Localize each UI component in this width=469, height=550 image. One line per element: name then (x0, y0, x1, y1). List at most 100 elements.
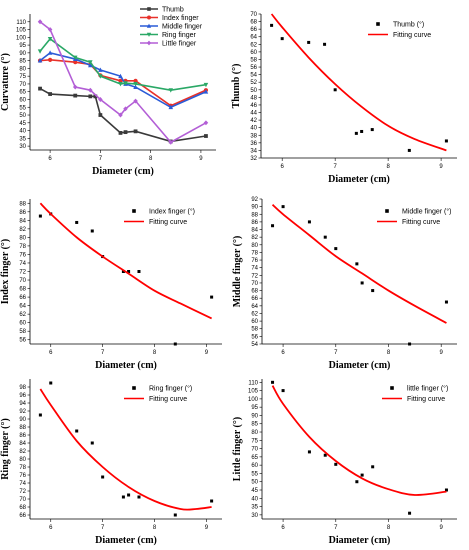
data-point (47, 36, 53, 42)
data-point (355, 480, 359, 484)
y-tick-label: 105 (248, 389, 259, 395)
data-point (133, 129, 138, 134)
data-point (75, 429, 79, 433)
y-tick-label: 62 (250, 42, 257, 48)
x-tick-label: 7 (334, 350, 338, 356)
data-point (307, 450, 311, 454)
data-point (101, 475, 105, 479)
x-tick-label: 6 (281, 164, 285, 170)
y-tick-label: 50 (19, 113, 26, 119)
y-tick-label: 35 (19, 136, 26, 142)
y-tick-label: 88 (19, 201, 26, 207)
data-point (408, 511, 412, 515)
fitting-curve (39, 388, 212, 511)
y-tick-label: 95 (19, 43, 26, 49)
y-tick-label: 58 (250, 57, 257, 63)
y-tick-label: 74 (251, 266, 258, 272)
data-point (210, 295, 214, 299)
data-point (203, 120, 209, 126)
data-point (37, 19, 43, 25)
y-tick-label: 80 (19, 66, 26, 72)
y-tick-label: 66 (19, 295, 26, 301)
legend-label: Little finger (162, 41, 197, 48)
series-3 (37, 50, 209, 110)
y-tick-label: 70 (19, 497, 26, 503)
y-tick-label: 36 (250, 141, 257, 147)
y-tick-label: 62 (251, 311, 258, 317)
fitting-curve (270, 13, 447, 152)
data-point (38, 86, 42, 91)
data-point (371, 289, 375, 293)
y-tick-label: 66 (19, 513, 26, 519)
data-point (323, 235, 327, 239)
x-tick-label: 9 (440, 525, 444, 531)
y-axis-label: Index finger (°) (0, 239, 11, 304)
data-point (49, 381, 53, 385)
y-tick-label: 40 (251, 496, 258, 502)
y-tick-label: 80 (251, 430, 258, 436)
chart-6: 6 7 8 9 30 35 40 45 50 55 60 65 70 75 80 85 90 95 100 105 11… (232, 379, 457, 546)
data-point (93, 94, 98, 99)
data-point (323, 453, 327, 457)
y-tick-label: 75 (19, 74, 26, 80)
data-point (90, 229, 94, 233)
data-point (73, 93, 78, 98)
legend-marker (390, 386, 394, 390)
data-point (444, 139, 448, 143)
data-point (98, 113, 103, 117)
data-point (127, 493, 131, 497)
y-tick-label: 94 (19, 401, 26, 407)
data-point (127, 270, 131, 273)
y-axis-label: Middle finger (°) (232, 236, 243, 308)
legend-label: Fitting curve (402, 219, 440, 226)
data-point (334, 247, 338, 251)
data-point (123, 130, 128, 135)
data-point (133, 82, 138, 87)
y-tick-label: 65 (19, 90, 26, 96)
y-tick-label: 90 (19, 51, 26, 57)
series-2 (39, 388, 212, 511)
y-tick-label: 80 (19, 235, 26, 241)
legend-label: Middle finger (162, 24, 203, 31)
legend-label: Thumb (162, 7, 184, 14)
y-tick-label: 86 (19, 210, 26, 216)
series-1 (270, 23, 448, 152)
y-tick-label: 95 (251, 405, 258, 411)
y-tick-label: 64 (250, 35, 257, 41)
x-tick-label: 6 (48, 156, 52, 162)
data-point (98, 67, 103, 72)
y-tick-label: 96 (19, 393, 26, 399)
y-tick-label: 50 (250, 88, 257, 94)
data-point (90, 441, 94, 445)
series-1 (38, 86, 208, 144)
data-point (137, 495, 141, 499)
y-tick-label: 76 (251, 258, 258, 264)
legend-marker (147, 15, 151, 20)
y-tick-label: 60 (251, 463, 258, 469)
series-line (39, 21, 207, 144)
data-point (371, 465, 375, 469)
data-point (118, 131, 123, 135)
series-2 (270, 13, 447, 152)
x-axis-label: Diameter (cm) (328, 174, 390, 185)
x-tick-label: 6 (49, 350, 53, 356)
y-tick-label: 86 (251, 220, 258, 226)
chart-5: 6 7 8 96668707274767880828486889092949698Di… (0, 379, 222, 546)
y-tick-label: 76 (19, 473, 26, 479)
x-axis-label: Diameter (cm) (329, 360, 391, 371)
legend: Ring finger (°) Fitting curve (124, 385, 192, 403)
series-2 (39, 202, 213, 320)
series-4 (37, 36, 209, 93)
data-point (203, 82, 209, 88)
y-tick-label: 74 (19, 261, 26, 267)
y-tick-label: 82 (19, 227, 26, 233)
y-tick-label: 56 (250, 65, 257, 71)
data-point (123, 106, 128, 112)
y-tick-label: 88 (19, 425, 26, 431)
legend-label: Index finger (°) (149, 208, 195, 216)
legend: Middle finger (°) Fitting curve (377, 208, 451, 226)
data-point (88, 94, 93, 99)
legend-label: Ring finger (°) (149, 385, 192, 393)
data-point (173, 513, 177, 517)
